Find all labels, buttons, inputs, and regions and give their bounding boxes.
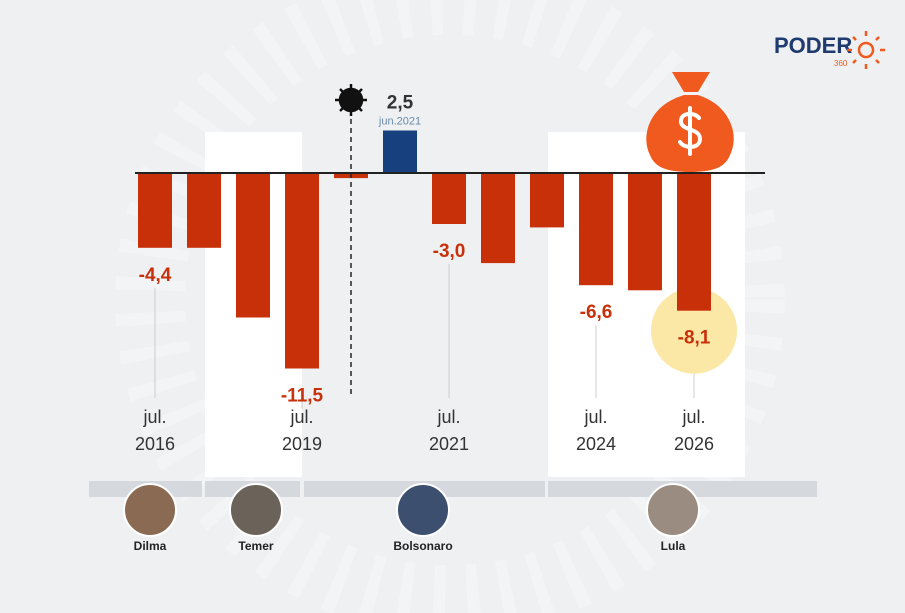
money-bag-icon bbox=[646, 72, 734, 172]
category-label: jul. 2024 bbox=[575, 407, 617, 454]
category-label: jul. 2021 bbox=[428, 407, 470, 454]
background-rays bbox=[115, 0, 785, 613]
category-label: jun.2021 bbox=[378, 115, 421, 127]
category-label: jul. 2016 bbox=[134, 407, 176, 454]
bar bbox=[579, 173, 613, 286]
president-photos bbox=[123, 483, 700, 537]
bar bbox=[481, 173, 515, 264]
president-name: Dilma bbox=[134, 539, 167, 553]
bar bbox=[383, 130, 417, 173]
value-label: -4,4 bbox=[139, 265, 172, 286]
president-bands bbox=[89, 481, 817, 497]
bar bbox=[187, 173, 221, 248]
highlight-circle bbox=[651, 287, 737, 374]
bar bbox=[628, 173, 662, 291]
president-name: Lula bbox=[661, 539, 686, 553]
value-label: -8,1 bbox=[678, 328, 711, 349]
virus-icon bbox=[335, 84, 367, 116]
value-label: 2,5 bbox=[387, 93, 414, 114]
logo-name: PODER bbox=[774, 33, 852, 58]
president-name: Temer bbox=[238, 539, 273, 553]
value-label: -6,6 bbox=[580, 302, 613, 323]
category-label: jul. 2019 bbox=[281, 407, 323, 454]
logo-sun bbox=[847, 31, 885, 69]
bar bbox=[285, 173, 319, 369]
value-label: -11,5 bbox=[281, 386, 324, 407]
logo-sub: 360 bbox=[834, 59, 848, 68]
bar bbox=[432, 173, 466, 224]
category-label: jul. 2026 bbox=[673, 407, 715, 454]
president-name: Bolsonaro bbox=[393, 539, 452, 553]
bar bbox=[138, 173, 172, 248]
bar bbox=[236, 173, 270, 318]
bar bbox=[677, 173, 711, 311]
bar bbox=[530, 173, 564, 228]
value-label: -3,0 bbox=[433, 241, 466, 262]
